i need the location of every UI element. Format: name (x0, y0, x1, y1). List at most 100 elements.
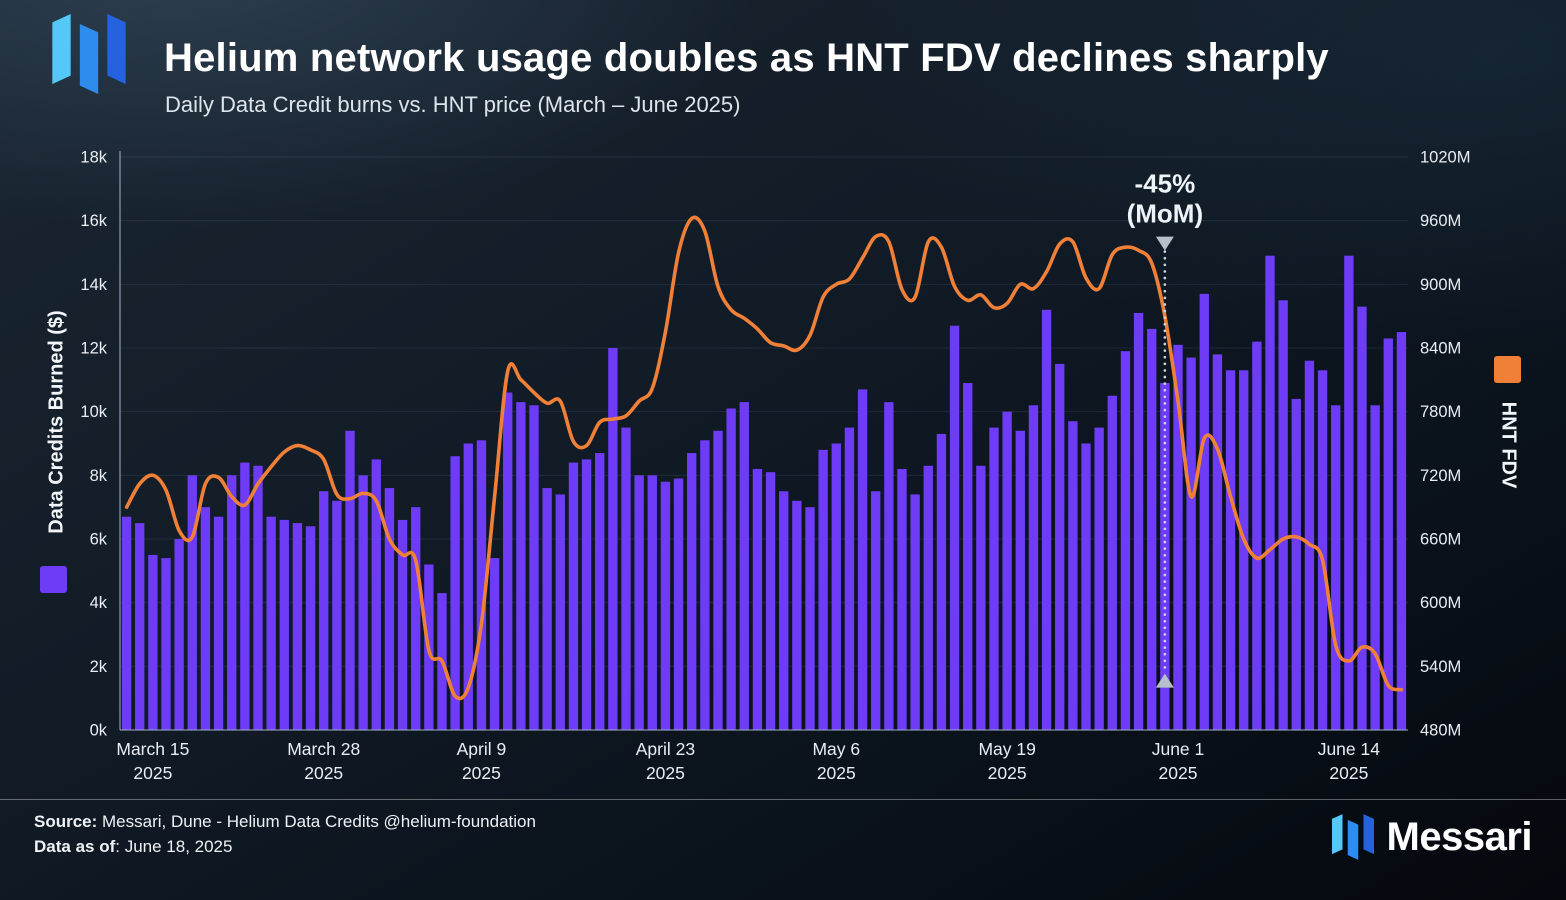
data-credits-bar (1147, 328, 1157, 730)
data-credits-bar (384, 488, 395, 730)
data-credits-bar (673, 478, 684, 730)
right-axis-tick: 900M (1420, 276, 1461, 294)
x-axis-tick: March 28 (287, 739, 360, 759)
bars-legend-swatch (40, 566, 67, 593)
data-credits-bar (1344, 255, 1354, 730)
data-credits-bar (1357, 306, 1367, 730)
x-axis-tick-year: 2025 (817, 763, 856, 783)
x-axis-tick: June 14 (1318, 739, 1381, 759)
data-credits-bar (1133, 312, 1144, 730)
data-credits-bar (1252, 341, 1262, 730)
x-axis-tick-year: 2025 (133, 763, 172, 783)
data-credits-bar (910, 494, 920, 730)
data-credits-bar (752, 468, 763, 730)
data-credits-bar (489, 558, 500, 730)
data-credits-bar (660, 481, 671, 730)
left-axis-tick: 4k (90, 594, 108, 612)
annotation-arrow-bottom-icon (1155, 673, 1174, 688)
data-credits-bar (765, 472, 776, 730)
annotation-arrow-top-icon (1155, 236, 1174, 251)
data-credits-bar (1199, 293, 1209, 730)
right-axis-tick: 480M (1420, 722, 1461, 740)
data-credits-bar (963, 383, 973, 730)
data-credits-bar (700, 440, 710, 730)
data-credits-bar (1278, 300, 1288, 730)
data-as-of-line: Data as of: June 18, 2025 (34, 837, 232, 857)
data-credits-bar (1291, 398, 1301, 730)
data-credits-bar (397, 519, 408, 730)
source-label: Source: (34, 812, 98, 831)
left-axis-tick: 2k (90, 658, 108, 676)
data-credits-bar (568, 462, 579, 730)
messari-brand: Messari (1331, 810, 1533, 864)
data-credits-bar (1212, 354, 1223, 730)
data-credits-bar (857, 389, 868, 730)
right-axis-tick: 720M (1420, 467, 1461, 485)
data-credits-bar (542, 488, 552, 730)
data-credits-bar (345, 430, 355, 730)
data-credits-bar (174, 539, 184, 730)
data-credits-bar (450, 456, 460, 730)
data-credits-bar (1396, 332, 1407, 730)
annotation-label: -45% (1135, 169, 1196, 199)
data-credits-bar (1120, 351, 1131, 730)
data-credits-bar (476, 440, 487, 730)
data-credits-bar (687, 453, 697, 730)
data-credits-bar (555, 494, 565, 730)
source-text: Messari, Dune - Helium Data Credits @hel… (97, 812, 536, 831)
x-axis-tick: March 15 (116, 739, 189, 759)
data-credits-bar (148, 554, 158, 730)
data-credits-bar (161, 558, 171, 730)
data-credits-bar (634, 475, 644, 730)
data-credits-bar (739, 402, 749, 730)
line-legend-swatch (1494, 356, 1521, 383)
left-axis-tick: 6k (90, 531, 108, 549)
right-axis-tick: 840M (1420, 340, 1461, 358)
data-credits-bar (792, 500, 802, 730)
data-credits-bar (1331, 405, 1341, 730)
messari-logo-footer-icon (1331, 814, 1374, 860)
data-as-of-text: : June 18, 2025 (115, 837, 233, 856)
data-credits-bar (1383, 338, 1393, 730)
x-axis-tick: May 6 (812, 739, 860, 759)
data-credits-bar (1002, 411, 1012, 730)
data-credits-bar (200, 507, 211, 730)
data-credits-bar (266, 516, 276, 730)
messari-logo-svg (52, 14, 126, 94)
data-credits-bar (621, 427, 631, 730)
footer-divider (0, 799, 1566, 800)
data-credits-bar (726, 408, 736, 730)
data-credits-bar (1015, 430, 1025, 730)
page-subtitle: Daily Data Credit burns vs. HNT price (M… (165, 92, 741, 117)
data-credits-bar (1055, 363, 1065, 730)
messari-logo-icon (48, 14, 130, 94)
messari-wordmark: Messari (1386, 814, 1533, 859)
left-axis-tick: 12k (80, 340, 107, 358)
data-credits-bar (608, 348, 618, 730)
data-credits-bar (871, 491, 881, 730)
data-credits-bar (949, 325, 960, 730)
data-credits-bar (818, 449, 828, 730)
data-credits-bar (332, 500, 342, 730)
data-credits-bar (503, 392, 513, 730)
data-credits-bar (595, 453, 605, 730)
data-credits-bar (292, 523, 303, 730)
data-credits-bar (529, 405, 539, 730)
right-axis-tick: 1020M (1420, 149, 1470, 167)
x-axis-tick: June 1 (1152, 739, 1205, 759)
data-credits-bar (647, 475, 657, 730)
page-title: Helium network usage doubles as HNT FDV … (164, 36, 1329, 80)
data-credits-bar (135, 523, 145, 730)
x-axis-tick-year: 2025 (988, 763, 1027, 783)
data-credits-bar (923, 465, 933, 730)
left-axis-tick: 10k (80, 403, 107, 421)
data-credits-bar (884, 402, 894, 730)
data-credits-bar (1081, 443, 1091, 730)
data-credits-bar (371, 459, 381, 730)
data-credits-bar (411, 507, 421, 730)
left-axis-tick: 14k (80, 276, 107, 294)
x-axis-tick-year: 2025 (1159, 763, 1198, 783)
data-credits-bar (213, 516, 224, 730)
data-credits-bar (713, 430, 723, 730)
left-axis-tick: 0k (90, 722, 108, 740)
